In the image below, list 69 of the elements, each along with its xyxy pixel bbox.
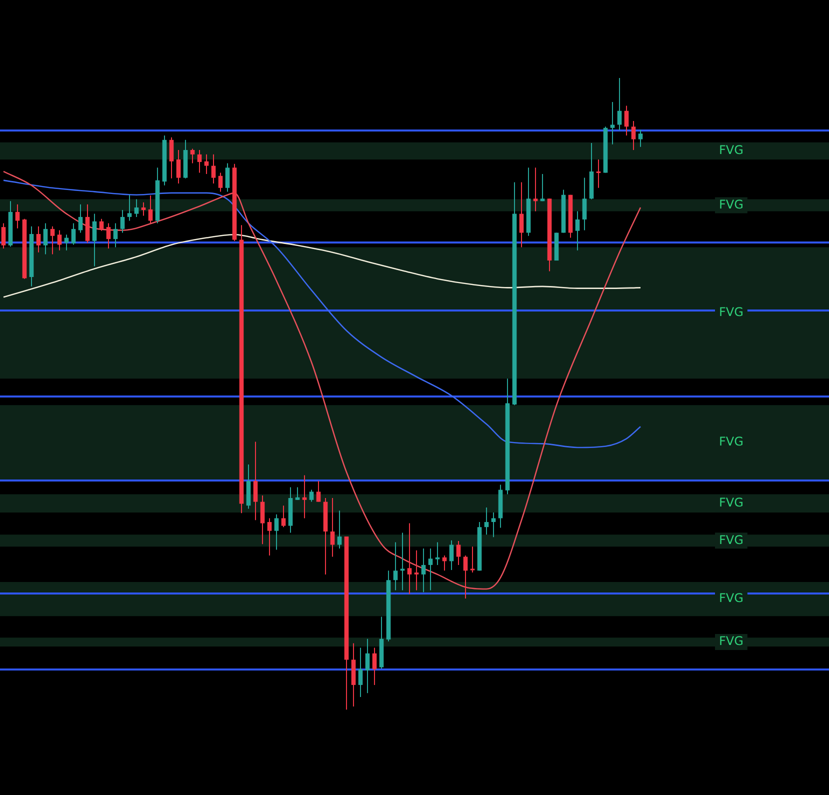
candlestick [57, 230, 62, 251]
candlestick [113, 222, 118, 248]
candlestick [316, 480, 321, 502]
candlestick [225, 162, 230, 192]
candlestick [190, 148, 195, 164]
candlestick [302, 474, 307, 519]
candlestick [106, 222, 111, 250]
candlestick [253, 441, 258, 521]
candlestick [358, 647, 363, 698]
candlestick [71, 222, 76, 246]
candlestick [330, 498, 335, 558]
candlestick [176, 150, 181, 184]
candlestick [309, 489, 314, 502]
candlestick [1, 222, 6, 250]
candlestick [582, 177, 587, 231]
candlestick [141, 202, 146, 216]
band-label: FVG [719, 434, 744, 449]
band-label: FVG [719, 591, 744, 606]
candlestick [281, 505, 286, 528]
candlestick [365, 638, 370, 694]
candlestick [463, 554, 468, 599]
candlestick [435, 542, 440, 566]
candlestick [533, 167, 538, 212]
candlestick [197, 150, 202, 174]
candlestick [92, 213, 97, 267]
candlestick [470, 546, 475, 574]
candlestick [120, 210, 125, 234]
candlestick [169, 136, 174, 179]
band-label: FVG [719, 143, 744, 158]
candlestick [43, 222, 48, 255]
candlestick [78, 204, 83, 234]
band-label: FVG [719, 197, 744, 212]
band-label: FVG [719, 532, 744, 547]
candlestick [267, 518, 272, 556]
candlestick [50, 226, 55, 255]
candlestick [624, 105, 629, 136]
candlestick [596, 158, 601, 188]
candlestick [456, 540, 461, 566]
candlestick [64, 234, 69, 251]
candlestick [372, 647, 377, 686]
candlestick [491, 512, 496, 538]
candlestick [484, 506, 489, 536]
candlestick [274, 514, 279, 550]
candlestick [638, 129, 643, 148]
candlestick [260, 494, 265, 545]
candlestick [99, 218, 104, 232]
candlestick [127, 194, 132, 222]
candlestick [393, 542, 398, 591]
candlestick [337, 510, 342, 550]
candlestick [540, 174, 545, 202]
candlestick [218, 172, 223, 192]
band-label: FVG [719, 496, 744, 510]
band-label: FVG [719, 305, 744, 320]
band-label: FVG [719, 634, 744, 648]
candlestick [610, 102, 615, 145]
candlestick [428, 548, 433, 591]
candlestick [575, 210, 580, 251]
candlestick [631, 120, 636, 151]
candlestick [414, 550, 419, 591]
candlestick [204, 154, 209, 175]
candlestick [519, 182, 524, 248]
candlestick [407, 522, 412, 595]
candlestick [36, 226, 41, 253]
candlestick [421, 548, 426, 593]
candlestick [211, 154, 216, 184]
candlestick [295, 486, 300, 500]
candlestick [134, 198, 139, 218]
candlestick [617, 78, 622, 131]
candlestick [449, 540, 454, 571]
